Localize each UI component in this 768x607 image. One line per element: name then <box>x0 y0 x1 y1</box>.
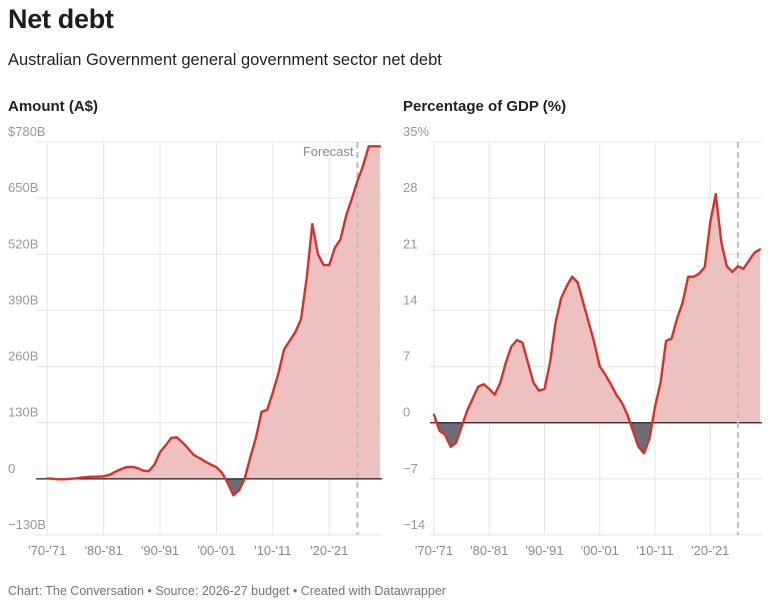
gdp-x-tick-label: '80-'81 <box>470 543 508 558</box>
amount-y-tick-label: 390B <box>8 292 38 307</box>
gdp-data-line <box>432 192 762 455</box>
chart-title: Net debt <box>8 4 114 34</box>
gdp-x-tick-label: '00-'01 <box>581 543 619 558</box>
amount-y-tick-label: 130B <box>8 405 38 420</box>
gdp-y-tick-label: −7 <box>403 461 418 476</box>
amount-y-tick-label: 650B <box>8 180 38 195</box>
amount-x-tick-label: '70-'71 <box>28 543 66 558</box>
amount-y-tick-label: 260B <box>8 349 38 364</box>
gdp-x-tick-label: '10-'11 <box>636 543 673 558</box>
amount-y-tick-label: 0 <box>8 461 15 476</box>
gdp-x-tick-label: '70-'71 <box>415 543 453 558</box>
amount-x-tick-label: '00-'01 <box>197 543 235 558</box>
gdp-negative-area <box>434 422 760 454</box>
amount-y-tick-label: $780B <box>8 124 46 139</box>
gdp-y-tick-label: −14 <box>403 517 425 532</box>
gdp-y-tick-label: 0 <box>403 405 410 420</box>
amount-x-tick-label: '80-'81 <box>85 543 123 558</box>
amount-y-tick-label: −130B <box>8 517 46 532</box>
amount-panel-title: Amount (A$) <box>8 98 98 115</box>
gdp-x-tick-label: '90-'91 <box>525 543 563 558</box>
amount-data-line <box>46 145 382 497</box>
gdp-y-tick-label: 14 <box>403 292 417 307</box>
amount-y-tick-label: 520B <box>8 236 38 251</box>
amount-x-tick-label: '10-'11 <box>254 543 291 558</box>
gdp-y-tick-label: 35% <box>403 124 429 139</box>
gdp-y-tick-label: 21 <box>403 236 417 251</box>
gdp-y-tick-label: 28 <box>403 180 417 195</box>
chart-footer: Chart: The Conversation • Source: 2026-2… <box>8 584 446 598</box>
amount-negative-area <box>47 478 381 496</box>
amount-positive-area <box>47 146 381 479</box>
amount-forecast-label: Forecast <box>303 144 354 159</box>
amount-x-tick-label: '90-'91 <box>141 543 179 558</box>
gdp-positive-area <box>434 194 760 423</box>
chart-subtitle: Australian Government general government… <box>8 51 442 69</box>
gdp-x-tick-label: '20-'21 <box>691 543 729 558</box>
gdp-panel-title: Percentage of GDP (%) <box>403 98 567 115</box>
gdp-y-tick-label: 7 <box>403 349 410 364</box>
amount-x-tick-label: '20-'21 <box>310 543 348 558</box>
